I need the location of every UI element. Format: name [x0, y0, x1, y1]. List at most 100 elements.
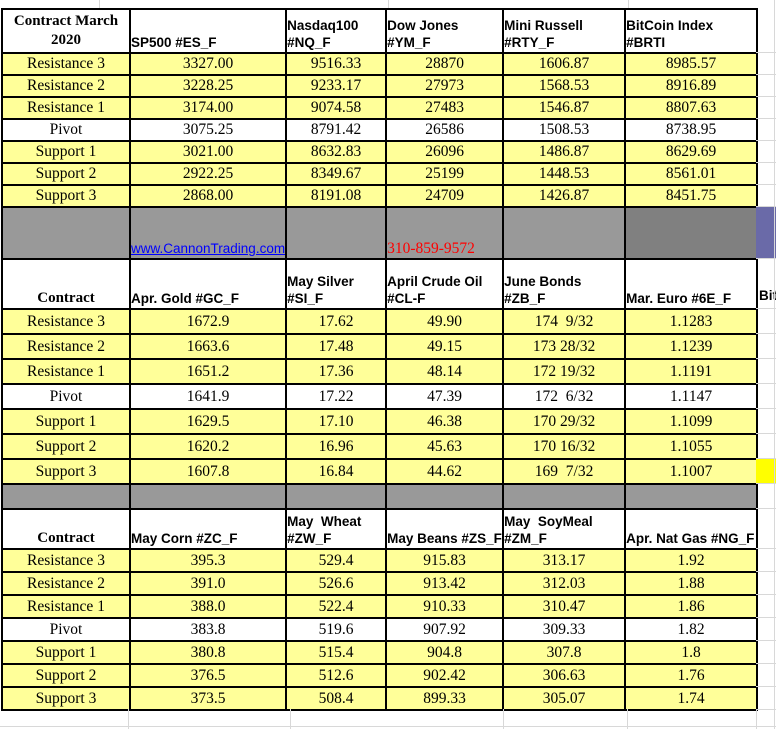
- value-cell[interactable]: 47.39: [385, 383, 505, 410]
- value-cell[interactable]: 49.15: [385, 333, 505, 360]
- value-cell[interactable]: 1641.9: [128, 383, 288, 410]
- value-cell[interactable]: 8629.69: [624, 140, 759, 164]
- value-cell[interactable]: 915.83: [385, 548, 505, 573]
- value-cell[interactable]: 1.8: [624, 640, 759, 665]
- row-label-cell[interactable]: Resistance 3: [1, 308, 131, 335]
- column-header-cell[interactable]: May Wheat #ZW_F: [285, 508, 388, 550]
- row-label-cell[interactable]: Pivot: [1, 383, 131, 410]
- value-cell[interactable]: 306.63: [502, 663, 627, 688]
- value-cell[interactable]: 395.3: [128, 548, 288, 573]
- row-label-cell[interactable]: Pivot: [1, 118, 131, 142]
- value-cell[interactable]: 1448.53: [502, 162, 627, 186]
- value-cell[interactable]: 309.33: [502, 617, 627, 642]
- value-cell[interactable]: 910.33: [385, 594, 505, 619]
- value-cell[interactable]: 1.76: [624, 663, 759, 688]
- value-cell[interactable]: 1620.2: [128, 433, 288, 460]
- column-header-cell[interactable]: April Crude Oil #CL-F: [385, 258, 505, 310]
- value-cell[interactable]: 529.4: [285, 548, 388, 573]
- value-cell[interactable]: 373.5: [128, 686, 288, 711]
- value-cell[interactable]: 1568.53: [502, 74, 627, 98]
- value-cell[interactable]: 3075.25: [128, 118, 288, 142]
- row-label-cell[interactable]: Pivot: [1, 617, 131, 642]
- value-cell[interactable]: 913.42: [385, 571, 505, 596]
- value-cell[interactable]: 1.74: [624, 686, 759, 711]
- column-header-cell[interactable]: Apr. Nat Gas #NG_F: [624, 508, 759, 550]
- value-cell[interactable]: 8738.95: [624, 118, 759, 142]
- value-cell[interactable]: 169 7/32: [502, 458, 627, 485]
- value-cell[interactable]: 45.63: [385, 433, 505, 460]
- value-cell[interactable]: 2868.00: [128, 184, 288, 208]
- row-label-cell[interactable]: Support 3: [1, 458, 131, 485]
- column-header-cell[interactable]: Apr. Gold #GC_F: [128, 258, 288, 310]
- row-label-cell[interactable]: Resistance 2: [1, 333, 131, 360]
- value-cell[interactable]: 27973: [385, 74, 505, 98]
- value-cell[interactable]: 27483: [385, 96, 505, 120]
- value-cell[interactable]: 1.1147: [624, 383, 759, 410]
- row-label-cell[interactable]: Resistance 2: [1, 571, 131, 596]
- value-cell[interactable]: 388.0: [128, 594, 288, 619]
- column-header-cell[interactable]: Dow Jones #YM_F: [385, 8, 505, 54]
- row-label-cell[interactable]: Resistance 1: [1, 594, 131, 619]
- value-cell[interactable]: 172 19/32: [502, 358, 627, 385]
- value-cell[interactable]: 1.82: [624, 617, 759, 642]
- row-label-cell[interactable]: Support 3: [1, 686, 131, 711]
- row-label-cell[interactable]: Resistance 1: [1, 96, 131, 120]
- value-cell[interactable]: 519.6: [285, 617, 388, 642]
- value-cell[interactable]: 508.4: [285, 686, 388, 711]
- value-cell[interactable]: 307.8: [502, 640, 627, 665]
- value-cell[interactable]: 46.38: [385, 408, 505, 435]
- column-header-cell[interactable]: BitCoin Index #BRTI: [624, 8, 759, 54]
- value-cell[interactable]: 1486.87: [502, 140, 627, 164]
- value-cell[interactable]: 310.47: [502, 594, 627, 619]
- value-cell[interactable]: 1651.2: [128, 358, 288, 385]
- row-label-cell[interactable]: Support 1: [1, 408, 131, 435]
- value-cell[interactable]: 3174.00: [128, 96, 288, 120]
- value-cell[interactable]: 1.1191: [624, 358, 759, 385]
- value-cell[interactable]: 1.1239: [624, 333, 759, 360]
- value-cell[interactable]: 376.5: [128, 663, 288, 688]
- value-cell[interactable]: 313.17: [502, 548, 627, 573]
- value-cell[interactable]: 172 6/32: [502, 383, 627, 410]
- value-cell[interactable]: 1546.87: [502, 96, 627, 120]
- value-cell[interactable]: 1629.5: [128, 408, 288, 435]
- value-cell[interactable]: 1.1055: [624, 433, 759, 460]
- value-cell[interactable]: 17.10: [285, 408, 388, 435]
- value-cell[interactable]: 170 29/32: [502, 408, 627, 435]
- value-cell[interactable]: 3327.00: [128, 52, 288, 76]
- value-cell[interactable]: 8632.83: [285, 140, 388, 164]
- row-label-cell[interactable]: Support 1: [1, 640, 131, 665]
- value-cell[interactable]: 8916.89: [624, 74, 759, 98]
- value-cell[interactable]: 28870: [385, 52, 505, 76]
- row-label-cell[interactable]: Support 2: [1, 162, 131, 186]
- value-cell[interactable]: 49.90: [385, 308, 505, 335]
- value-cell[interactable]: 44.62: [385, 458, 505, 485]
- value-cell[interactable]: 17.22: [285, 383, 388, 410]
- column-header-cell[interactable]: May Beans #ZS_F: [385, 508, 505, 550]
- value-cell[interactable]: 8349.67: [285, 162, 388, 186]
- value-cell[interactable]: 1672.9: [128, 308, 288, 335]
- column-header-cell[interactable]: May Corn #ZC_F: [128, 508, 288, 550]
- value-cell[interactable]: 515.4: [285, 640, 388, 665]
- value-cell[interactable]: 17.48: [285, 333, 388, 360]
- value-cell[interactable]: 26096: [385, 140, 505, 164]
- value-cell[interactable]: 8791.42: [285, 118, 388, 142]
- value-cell[interactable]: 1.86: [624, 594, 759, 619]
- value-cell[interactable]: 8985.57: [624, 52, 759, 76]
- column-header-cell[interactable]: May Silver #SI_F: [285, 258, 388, 310]
- value-cell[interactable]: 1663.6: [128, 333, 288, 360]
- section-title-cell[interactable]: Contract: [1, 258, 131, 310]
- value-cell[interactable]: 2922.25: [128, 162, 288, 186]
- row-label-cell[interactable]: Support 1: [1, 140, 131, 164]
- value-cell[interactable]: 904.8: [385, 640, 505, 665]
- row-label-cell[interactable]: Support 3: [1, 184, 131, 208]
- value-cell[interactable]: 380.8: [128, 640, 288, 665]
- column-header-cell[interactable]: Mini Russell #RTY_F: [502, 8, 627, 54]
- value-cell[interactable]: 305.07: [502, 686, 627, 711]
- value-cell[interactable]: 522.4: [285, 594, 388, 619]
- value-cell[interactable]: 312.03: [502, 571, 627, 596]
- value-cell[interactable]: 48.14: [385, 358, 505, 385]
- value-cell[interactable]: 391.0: [128, 571, 288, 596]
- column-header-cell[interactable]: Nasdaq100 #NQ_F: [285, 8, 388, 54]
- column-header-cell[interactable]: June Bonds #ZB_F: [502, 258, 627, 310]
- value-cell[interactable]: 16.96: [285, 433, 388, 460]
